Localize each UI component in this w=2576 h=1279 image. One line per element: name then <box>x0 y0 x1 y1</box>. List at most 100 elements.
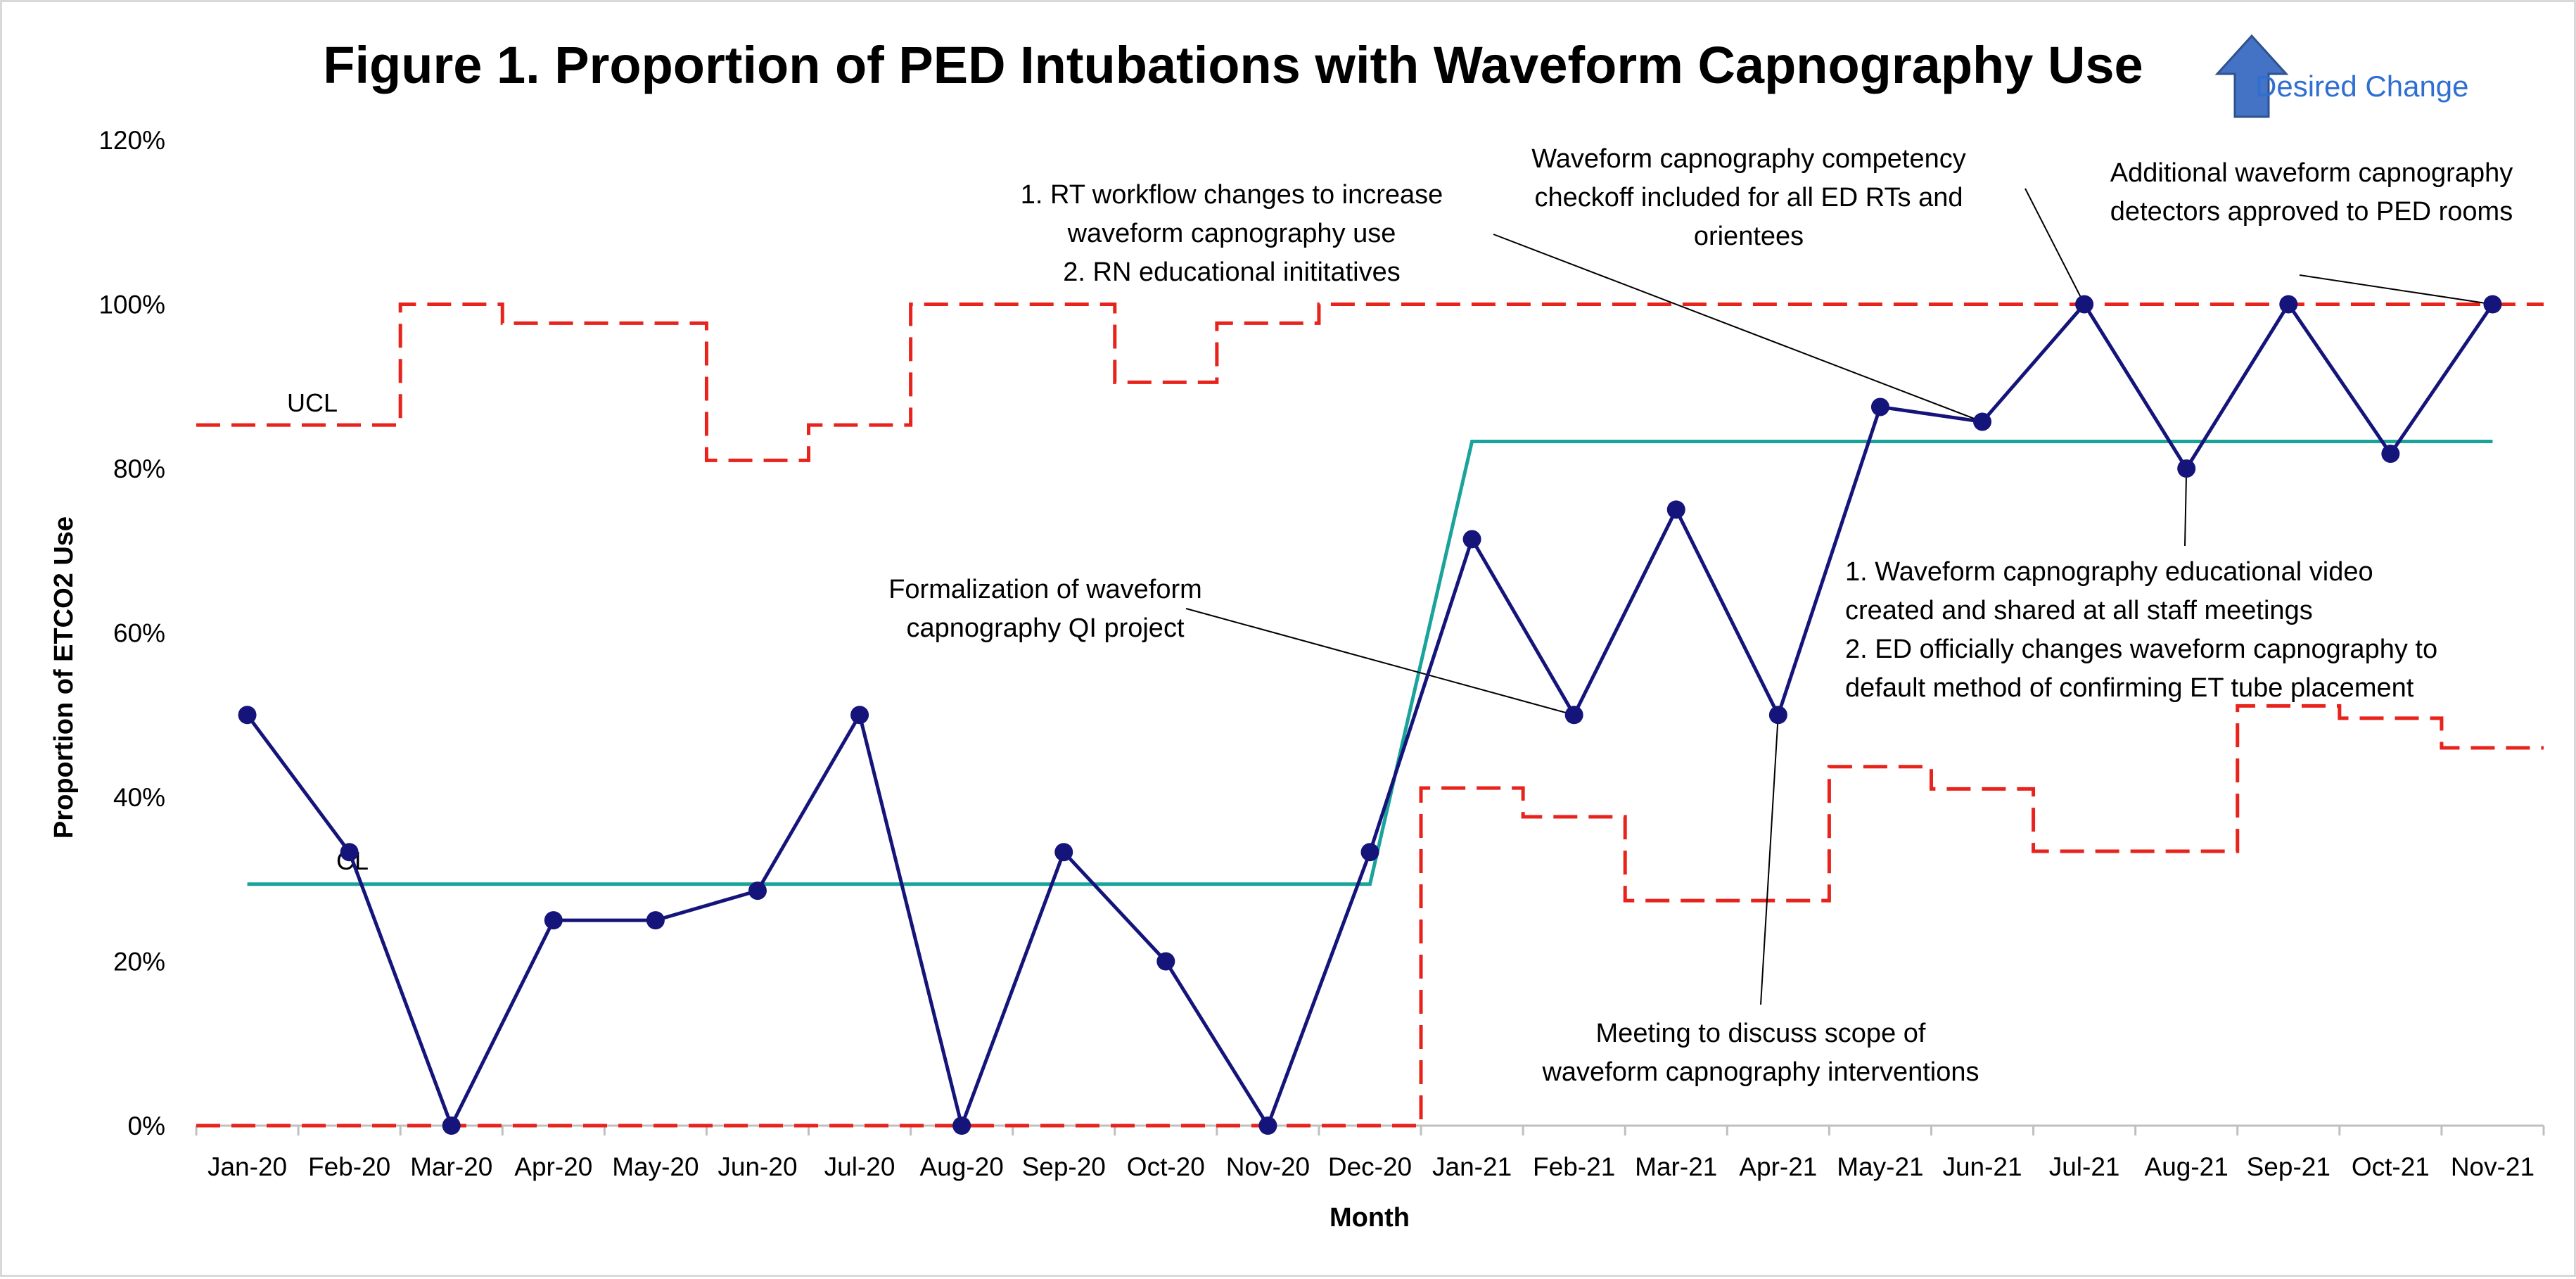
x-tick-label: Dec-20 <box>1328 1152 1412 1181</box>
y-tick-label: 80% <box>113 454 165 483</box>
data-point <box>2483 295 2502 314</box>
data-point <box>1156 952 1175 971</box>
annotation-text: 1. Waveform capnography educational vide… <box>1845 557 2437 703</box>
ucl-label: UCL <box>287 388 338 417</box>
annotation-line: created and shared at all staff meetings <box>1845 596 2313 625</box>
center-line-path <box>247 439 2493 886</box>
annotation-text: 1. RT workflow changes to increase wavefo… <box>1021 180 1443 287</box>
center-line <box>247 439 2493 886</box>
x-tick-label: Mar-20 <box>410 1152 492 1181</box>
y-tick-label: 20% <box>113 948 165 976</box>
annotation-line: 2. ED officially changes waveform capnog… <box>1845 635 2437 664</box>
annotation-leader-line <box>1185 608 1574 716</box>
data-point <box>1360 843 1379 862</box>
x-tick-label: Jul-21 <box>2049 1152 2120 1181</box>
x-tick-label: Feb-20 <box>308 1152 390 1181</box>
ucl-line <box>196 303 2544 462</box>
data-point <box>1768 706 1787 725</box>
up-arrow-icon <box>2214 34 2289 118</box>
annotation-line: default method of confirming ET tube pla… <box>1845 673 2414 703</box>
data-point <box>2381 444 2400 463</box>
annotation-line: 1. RT workflow changes to increase <box>1021 180 1443 210</box>
chart-title: Figure 1. Proportion of PED Intubations … <box>323 36 2143 94</box>
data-point <box>1462 530 1481 549</box>
x-axis-title: Month <box>1330 1203 1410 1233</box>
series-line <box>246 300 2494 1132</box>
annotation-line: detectors approved to PED rooms <box>2110 197 2513 227</box>
data-point <box>2177 459 2196 478</box>
annotation-line: checkoff included for all ED RTs and <box>1534 183 1963 212</box>
annotation-line: 1. Waveform capnography educational vide… <box>1845 557 2373 587</box>
annotation-line: Formalization of waveform <box>888 575 1202 604</box>
annotation-text: Formalization of waveform capnography QI … <box>888 575 1202 643</box>
x-tick-label: Nov-21 <box>2451 1152 2534 1181</box>
y-axis-title: Proportion of ETCO2 Use <box>49 516 79 839</box>
annotation-line: orientees <box>1694 222 1804 251</box>
annotation-line: Waveform capnography competency <box>1531 144 1965 174</box>
x-tick-label: Sep-21 <box>2247 1152 2330 1181</box>
x-tick-label: Apr-20 <box>514 1152 592 1181</box>
y-tick-label: 120% <box>98 126 165 155</box>
x-tick-label: Oct-20 <box>1127 1152 1205 1181</box>
data-point <box>646 911 665 930</box>
data-point <box>1258 1116 1277 1135</box>
annotation-text: Waveform capnography competency checkoff … <box>1531 144 1965 251</box>
x-axis-tick-labels: Jan-20 Feb-20 Mar-20 Apr-20 May-20 Jun-20 Jul-… <box>208 1152 2534 1181</box>
x-tick-label: May-20 <box>612 1152 699 1181</box>
annotation-line: waveform capnography interventions <box>1541 1057 1979 1087</box>
data-point <box>544 911 563 930</box>
y-tick-label: 0% <box>128 1112 165 1140</box>
annotation-line: capnography QI project <box>906 613 1184 643</box>
x-tick-label: Mar-21 <box>1635 1152 1717 1181</box>
x-tick-label: Aug-21 <box>2145 1152 2229 1181</box>
data-point <box>748 882 767 901</box>
annotation-leader-line <box>2299 274 2493 305</box>
data-point <box>1564 706 1583 725</box>
annotation-line: Meeting to discuss scope of <box>1596 1019 1926 1048</box>
data-point <box>340 843 359 862</box>
lcl-line <box>196 704 2544 1128</box>
annotation-leader-lines <box>1185 188 2493 1005</box>
x-tick-label: Feb-21 <box>1533 1152 1615 1181</box>
x-tick-label: Apr-21 <box>1739 1152 1817 1181</box>
y-tick-label: 40% <box>113 783 165 812</box>
annotation-leader-line <box>1760 715 1779 1005</box>
x-tick-label: Jun-20 <box>718 1152 797 1181</box>
x-tick-label: Jul-20 <box>824 1152 895 1181</box>
annotation-text: Additional waveform capnography detectors… <box>2110 158 2513 227</box>
desired-change-label: Desired Change <box>2255 70 2469 103</box>
x-tick-label: Jan-21 <box>1432 1152 1512 1181</box>
data-point <box>2075 295 2094 314</box>
data-point <box>1973 412 1992 431</box>
x-tick-label: Oct-21 <box>2352 1152 2430 1181</box>
x-tick-label: Aug-20 <box>919 1152 1003 1181</box>
y-tick-label: 100% <box>98 291 165 319</box>
lcl-step-line <box>196 704 2544 1128</box>
data-point <box>850 706 869 725</box>
data-series <box>238 295 2502 1135</box>
annotation-line: waveform capnography use <box>1067 219 1396 248</box>
data-point <box>1666 500 1685 519</box>
annotation-text: Meeting to discuss scope of waveform capn… <box>1541 1019 1979 1087</box>
annotation-line: Additional waveform capnography <box>2110 158 2513 188</box>
x-tick-label: Nov-20 <box>1226 1152 1310 1181</box>
annotation-line: 2. RN educational inititatives <box>1063 257 1400 287</box>
x-tick-label: Jan-20 <box>208 1152 287 1181</box>
annotation-leader-line <box>1493 234 1983 423</box>
annotation-leader-line <box>2184 468 2188 547</box>
annotations: Formalization of waveform capnography QI … <box>888 144 2513 1087</box>
data-point <box>952 1116 971 1135</box>
ucl-step-line <box>196 303 2544 462</box>
x-tick-label: May-21 <box>1837 1152 1923 1181</box>
data-point <box>1054 843 1073 862</box>
data-point <box>238 706 257 725</box>
y-tick-label: 60% <box>113 619 165 648</box>
x-tick-label: Sep-20 <box>1022 1152 1106 1181</box>
annotation-leader-line <box>2025 188 2085 305</box>
y-axis-tick-labels: 0% 20% 40% 60% 80% 100% 120% <box>98 126 165 1140</box>
data-point <box>442 1116 461 1135</box>
x-tick-label: Jun-21 <box>1942 1152 2022 1181</box>
data-point <box>1870 397 1889 416</box>
